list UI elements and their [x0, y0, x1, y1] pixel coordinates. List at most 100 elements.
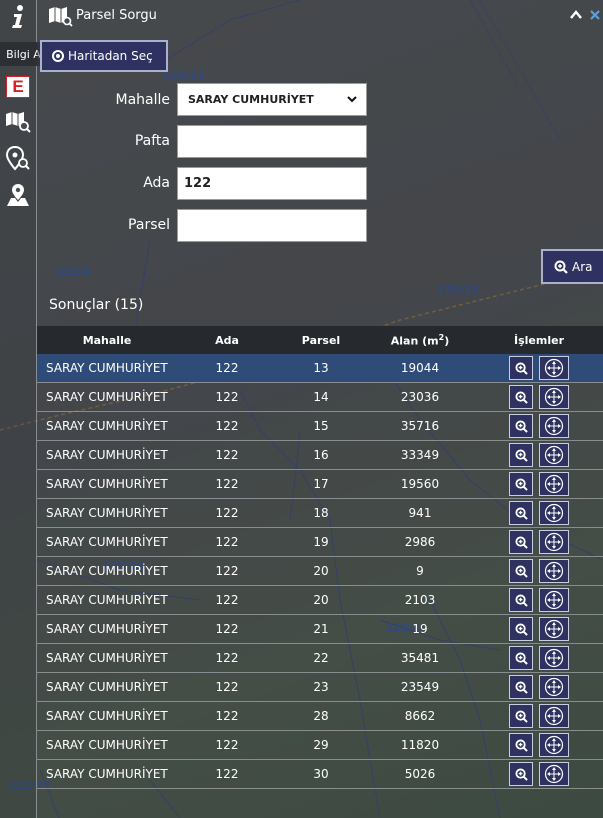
parsel-cell: 16 [277, 440, 365, 470]
search-label: Ara [572, 259, 593, 274]
move-arrows-icon [544, 416, 564, 436]
location-search-button[interactable] [4, 144, 32, 172]
move-arrows-icon [544, 764, 564, 784]
ada-cell: 122 [177, 701, 277, 731]
zoom-to-parcel-button[interactable] [509, 646, 533, 670]
map-search-button[interactable] [4, 108, 32, 136]
pan-to-parcel-button[interactable] [539, 646, 569, 670]
collapse-button[interactable] [570, 9, 582, 24]
row-actions [475, 704, 603, 728]
zoom-to-parcel-button[interactable] [509, 472, 533, 496]
table-row[interactable]: SARAY CUMHURİYET 122 20 2103 [37, 585, 603, 615]
ada-input[interactable] [177, 167, 367, 200]
row-actions [475, 617, 603, 641]
zoom-in-icon [514, 767, 528, 781]
parsel-label: Parsel [128, 217, 170, 233]
zoom-to-parcel-button[interactable] [509, 617, 533, 641]
zoom-to-parcel-button[interactable] [509, 733, 533, 757]
parsel-cell: 28 [277, 701, 365, 731]
parsel-cell: 19 [277, 527, 365, 557]
ada-cell: 122 [177, 614, 277, 644]
actions-cell [475, 614, 603, 644]
move-arrows-icon [544, 561, 564, 581]
close-button[interactable] [590, 9, 600, 24]
mahalle-select[interactable]: SARAY CUMHURİYET [177, 83, 367, 116]
pan-to-parcel-button[interactable] [539, 617, 569, 641]
table-row[interactable]: SARAY CUMHURİYET 122 19 2986 [37, 527, 603, 557]
zoom-in-icon [514, 506, 528, 520]
zoom-to-parcel-button[interactable] [509, 414, 533, 438]
mahalle-cell: SARAY CUMHURİYET [37, 469, 177, 499]
pan-to-parcel-button[interactable] [539, 385, 569, 409]
column-header-ada[interactable]: Ada [177, 326, 277, 354]
pan-to-parcel-button[interactable] [539, 762, 569, 786]
user-location-button[interactable] [4, 181, 32, 209]
zoom-to-parcel-button[interactable] [509, 385, 533, 409]
table-row[interactable]: SARAY CUMHURİYET 122 22 35481 [37, 643, 603, 673]
zoom-to-parcel-button[interactable] [509, 675, 533, 699]
parsel-input[interactable] [177, 209, 367, 242]
pan-to-parcel-button[interactable] [539, 675, 569, 699]
move-arrows-icon [544, 532, 564, 552]
move-arrows-icon [544, 358, 564, 378]
zoom-to-parcel-button[interactable] [509, 356, 533, 380]
alan-cell: 9 [365, 556, 475, 586]
zoom-to-parcel-button[interactable] [509, 704, 533, 728]
table-row[interactable]: SARAY CUMHURİYET 122 21 19 [37, 614, 603, 644]
alan-header-close: ) [444, 334, 450, 348]
e-button[interactable]: E [4, 73, 32, 101]
pan-to-parcel-button[interactable] [539, 704, 569, 728]
chevron-up-icon [570, 10, 582, 19]
mahalle-cell: SARAY CUMHURİYET [37, 556, 177, 586]
column-header-parsel[interactable]: Parsel [277, 326, 365, 354]
zoom-in-icon [514, 535, 528, 549]
pan-to-parcel-button[interactable] [539, 530, 569, 554]
alan-cell: 2103 [365, 585, 475, 615]
table-row[interactable]: SARAY CUMHURİYET 122 28 8662 [37, 701, 603, 731]
table-row[interactable]: SARAY CUMHURİYET 122 13 19044 [37, 354, 603, 383]
table-row[interactable]: SARAY CUMHURİYET 122 16 33349 [37, 440, 603, 470]
zoom-to-parcel-button[interactable] [509, 559, 533, 583]
alan-cell: 23549 [365, 672, 475, 702]
target-icon [52, 50, 64, 62]
column-header-mahalle[interactable]: Mahalle [37, 326, 177, 354]
alan-header-text: Alan (m [390, 334, 439, 348]
ada-cell: 122 [177, 672, 277, 702]
parsel-cell: 23 [277, 672, 365, 702]
alan-cell: 35716 [365, 411, 475, 441]
pan-to-parcel-button[interactable] [539, 733, 569, 757]
search-button[interactable]: Ara [541, 249, 603, 284]
pan-to-parcel-button[interactable] [539, 588, 569, 612]
zoom-in-icon [514, 622, 528, 636]
table-row[interactable]: SARAY CUMHURİYET 122 18 941 [37, 498, 603, 528]
results-table: Mahalle Ada Parsel Alan (m2) İşlemler SA… [37, 326, 603, 789]
table-row[interactable]: SARAY CUMHURİYET 122 14 23036 [37, 382, 603, 412]
table-row[interactable]: SARAY CUMHURİYET 122 20 9 [37, 556, 603, 586]
move-arrows-icon [544, 619, 564, 639]
pafta-input[interactable] [177, 125, 367, 158]
move-arrows-icon [544, 590, 564, 610]
table-row[interactable]: SARAY CUMHURİYET 122 30 5026 [37, 759, 603, 789]
table-row[interactable]: SARAY CUMHURİYET 122 15 35716 [37, 411, 603, 441]
table-row[interactable]: SARAY CUMHURİYET 122 23 23549 [37, 672, 603, 702]
pan-to-parcel-button[interactable] [539, 414, 569, 438]
pan-to-parcel-button[interactable] [539, 559, 569, 583]
zoom-to-parcel-button[interactable] [509, 762, 533, 786]
info-button[interactable] [4, 3, 32, 31]
pan-to-parcel-button[interactable] [539, 356, 569, 380]
pan-to-parcel-button[interactable] [539, 472, 569, 496]
zoom-in-icon [514, 390, 528, 404]
table-row[interactable]: SARAY CUMHURİYET 122 29 11820 [37, 730, 603, 760]
zoom-to-parcel-button[interactable] [509, 530, 533, 554]
pan-to-parcel-button[interactable] [539, 443, 569, 467]
actions-cell [475, 440, 603, 470]
zoom-to-parcel-button[interactable] [509, 443, 533, 467]
select-from-map-button[interactable]: Haritadan Seç [40, 40, 168, 72]
mahalle-cell: SARAY CUMHURİYET [37, 382, 177, 412]
pan-to-parcel-button[interactable] [539, 501, 569, 525]
table-row[interactable]: SARAY CUMHURİYET 122 17 19560 [37, 469, 603, 499]
ada-cell: 122 [177, 730, 277, 760]
zoom-to-parcel-button[interactable] [509, 588, 533, 612]
zoom-to-parcel-button[interactable] [509, 501, 533, 525]
column-header-alan[interactable]: Alan (m2) [365, 326, 475, 354]
